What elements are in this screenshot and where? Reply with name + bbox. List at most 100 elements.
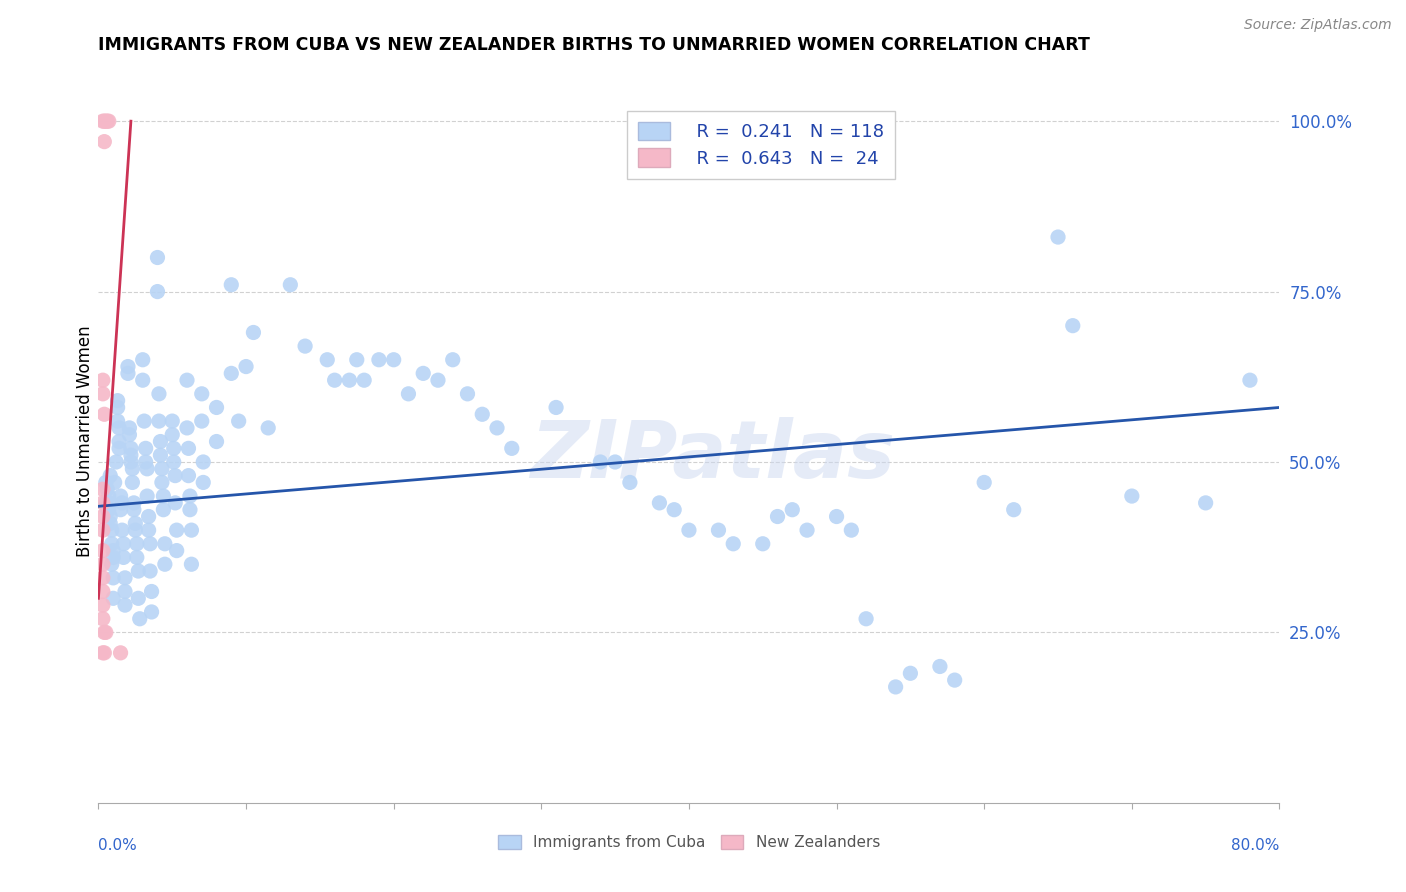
Point: [179, 489, 201, 503]
Point: [165, 468, 187, 483]
Point: [162, 427, 183, 442]
Point: [339, 373, 361, 387]
Point: [120, 442, 142, 456]
Point: [114, 598, 136, 612]
Point: [91, 612, 114, 626]
Point: [796, 523, 818, 537]
Point: [149, 448, 172, 462]
Point: [125, 550, 148, 565]
Point: [138, 509, 160, 524]
Point: [103, 591, 125, 606]
Point: [929, 659, 952, 673]
Y-axis label: Births to Unmarried Women: Births to Unmarried Women: [76, 326, 94, 558]
Point: [707, 523, 730, 537]
Point: [180, 558, 202, 572]
Point: [165, 496, 187, 510]
Point: [619, 475, 641, 490]
Point: [193, 475, 215, 490]
Point: [93, 646, 115, 660]
Point: [664, 502, 686, 516]
Point: [280, 277, 302, 292]
Point: [723, 537, 745, 551]
Point: [97, 502, 120, 516]
Point: [103, 543, 125, 558]
Point: [152, 502, 174, 516]
Text: 80.0%: 80.0%: [1232, 838, 1279, 853]
Point: [134, 414, 156, 428]
Point: [294, 339, 316, 353]
Point: [120, 448, 142, 462]
Point: [125, 537, 148, 551]
Point: [163, 455, 186, 469]
Point: [117, 359, 139, 374]
Point: [176, 421, 198, 435]
Point: [107, 393, 129, 408]
Point: [589, 455, 612, 469]
Point: [121, 462, 143, 476]
Point: [127, 564, 149, 578]
Point: [146, 251, 169, 265]
Point: [91, 482, 114, 496]
Point: [91, 646, 114, 660]
Point: [91, 509, 114, 524]
Point: [118, 421, 141, 435]
Point: [121, 475, 143, 490]
Point: [782, 502, 804, 516]
Text: ZIPatlas: ZIPatlas: [530, 417, 896, 495]
Point: [943, 673, 966, 687]
Point: [122, 496, 145, 510]
Point: [1046, 230, 1070, 244]
Point: [112, 550, 135, 565]
Point: [128, 612, 150, 626]
Point: [107, 414, 129, 428]
Point: [648, 496, 671, 510]
Point: [150, 475, 173, 490]
Point: [94, 625, 117, 640]
Point: [166, 543, 188, 558]
Point: [93, 135, 115, 149]
Point: [93, 625, 115, 640]
Text: IMMIGRANTS FROM CUBA VS NEW ZEALANDER BIRTHS TO UNMARRIED WOMEN CORRELATION CHAR: IMMIGRANTS FROM CUBA VS NEW ZEALANDER BI…: [98, 36, 1090, 54]
Point: [1002, 502, 1025, 516]
Point: [114, 571, 136, 585]
Text: Source: ZipAtlas.com: Source: ZipAtlas.com: [1244, 18, 1392, 32]
Point: [118, 427, 141, 442]
Point: [398, 387, 420, 401]
Point: [825, 509, 848, 524]
Point: [678, 523, 700, 537]
Point: [112, 537, 135, 551]
Point: [501, 442, 523, 456]
Legend: Immigrants from Cuba, New Zealanders: Immigrants from Cuba, New Zealanders: [492, 830, 886, 856]
Point: [111, 523, 134, 537]
Point: [91, 584, 114, 599]
Point: [91, 387, 114, 401]
Point: [91, 373, 114, 387]
Point: [486, 421, 509, 435]
Point: [136, 462, 159, 476]
Point: [149, 434, 172, 449]
Point: [103, 571, 125, 585]
Point: [346, 352, 368, 367]
Point: [98, 509, 121, 524]
Point: [353, 373, 375, 387]
Point: [132, 352, 155, 367]
Point: [1062, 318, 1084, 333]
Point: [96, 482, 118, 496]
Point: [103, 550, 125, 565]
Point: [138, 523, 160, 537]
Point: [163, 442, 186, 456]
Point: [841, 523, 863, 537]
Point: [148, 387, 170, 401]
Point: [107, 401, 129, 415]
Point: [177, 442, 200, 456]
Point: [180, 523, 202, 537]
Point: [177, 468, 200, 483]
Point: [136, 489, 159, 503]
Point: [148, 414, 170, 428]
Point: [179, 502, 201, 516]
Point: [120, 455, 142, 469]
Point: [766, 509, 789, 524]
Point: [91, 571, 114, 585]
Point: [412, 367, 434, 381]
Point: [96, 502, 118, 516]
